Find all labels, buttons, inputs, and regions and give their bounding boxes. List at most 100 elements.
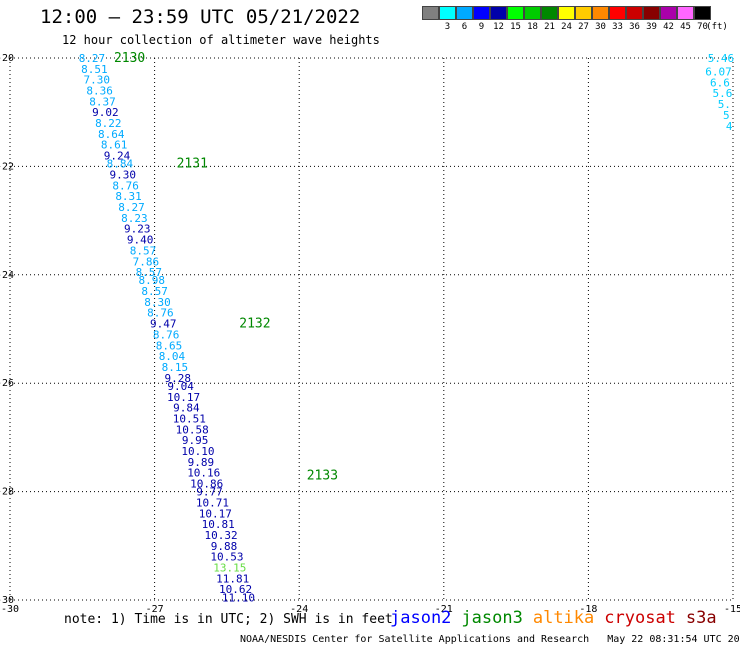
footnote: note: 1) Time is in UTC; 2) SWH is in fe… bbox=[64, 612, 393, 627]
lon-tick-label: -21 bbox=[435, 604, 453, 615]
wave-height-value: 8.51 bbox=[81, 63, 108, 76]
legend-label: 24 bbox=[561, 22, 572, 32]
wave-height-value: 5 bbox=[723, 109, 730, 122]
wave-height-value: 8.57 bbox=[141, 285, 168, 298]
wave-height-value: 10.86 bbox=[190, 477, 223, 490]
wave-height-value: 9.88 bbox=[211, 540, 238, 553]
map-subtitle: 12 hour collection of altimeter wave hei… bbox=[62, 33, 380, 47]
legend-label: 18 bbox=[527, 22, 538, 32]
legend-swatch bbox=[507, 6, 524, 20]
wave-height-value: 10.51 bbox=[173, 412, 206, 425]
lon-tick-label: -18 bbox=[579, 604, 597, 615]
legend-label: 21 bbox=[544, 22, 555, 32]
legend-swatch bbox=[524, 6, 541, 20]
wave-height-value: 10.17 bbox=[167, 391, 200, 404]
wave-height-value: 6.07 bbox=[705, 66, 732, 79]
lon-tick-label: -15 bbox=[724, 604, 740, 615]
lat-tick-label: -28 bbox=[0, 487, 14, 498]
wave-height-value: 5.6 bbox=[712, 87, 732, 100]
legend-label: 12 bbox=[493, 22, 504, 32]
mission-legend: jason2 jason3 altika cryosat s3a bbox=[390, 608, 727, 628]
wave-height-value: 9.23 bbox=[124, 223, 151, 236]
legend-label: 33 bbox=[612, 22, 623, 32]
wave-height-value: 7.86 bbox=[133, 255, 160, 268]
legend-label: 70 bbox=[697, 22, 708, 32]
legend-label: 36 bbox=[629, 22, 640, 32]
wave-height-value: 6.6 bbox=[710, 76, 730, 89]
wave-height-value: 10.71 bbox=[196, 496, 229, 509]
wave-height-value: 8.15 bbox=[162, 361, 189, 374]
wave-height-value: 11.10 bbox=[222, 591, 255, 604]
wave-height-value: 9.77 bbox=[196, 486, 223, 499]
wave-height-value: 8.57 bbox=[136, 266, 163, 279]
legend-labels: 3 6 9 12 15 18 21 24 27 30 33 36 39 42 45 70 (ft) bbox=[422, 20, 728, 34]
legend-label: 39 bbox=[646, 22, 657, 32]
color-legend: 3 6 9 12 15 18 21 24 27 30 33 36 39 42 45 70 (ft) bbox=[422, 6, 728, 34]
wave-height-value: 9.40 bbox=[127, 234, 154, 247]
legend-label: 6 bbox=[461, 22, 468, 32]
pass-time-label: 2131 bbox=[177, 157, 208, 172]
wave-height-value: 8.76 bbox=[112, 179, 139, 192]
mission-s3a: s3a bbox=[685, 608, 717, 628]
legend-label: 30 bbox=[595, 22, 606, 32]
lat-tick-label: -24 bbox=[0, 270, 14, 281]
wave-height-value: 8.57 bbox=[130, 244, 157, 257]
legend-swatch bbox=[490, 6, 507, 20]
wave-height-value: 8.31 bbox=[115, 190, 142, 203]
wave-height-value: 4 bbox=[726, 120, 733, 133]
lat-tick-label: -20 bbox=[0, 53, 14, 64]
legend-swatch bbox=[609, 6, 626, 20]
legend-label: 15 bbox=[510, 22, 521, 32]
wave-height-value: 8.76 bbox=[147, 307, 174, 320]
wave-height-value: 10.10 bbox=[181, 445, 214, 458]
wave-height-value: 9.04 bbox=[167, 380, 194, 393]
legend-swatch bbox=[558, 6, 575, 20]
mission-jason3: jason3 bbox=[461, 608, 523, 628]
generated-timestamp: May 22 08:31:54 UTC 2022 bbox=[607, 634, 740, 645]
wave-height-value: 8.23 bbox=[121, 212, 148, 225]
wave-height-value: 9.30 bbox=[110, 169, 137, 182]
lon-tick-label: -27 bbox=[146, 604, 164, 615]
legend-swatch bbox=[439, 6, 456, 20]
lon-tick-label: -24 bbox=[290, 604, 308, 615]
credit-text: NOAA/NESDIS Center for Satellite Applica… bbox=[240, 634, 590, 645]
map-title: 12:00 — 23:59 UTC 05/21/2022 bbox=[40, 6, 361, 28]
legend-swatch bbox=[694, 6, 711, 20]
wave-height-value: 10.16 bbox=[187, 467, 220, 480]
wave-height-value: 9.02 bbox=[92, 106, 119, 119]
pass-time-label: 2130 bbox=[114, 51, 145, 66]
wave-height-value: 9.95 bbox=[182, 434, 209, 447]
wave-height-value: 5.46 bbox=[708, 52, 735, 65]
legend-label: 42 bbox=[663, 22, 674, 32]
wave-height-value: 8.27 bbox=[118, 201, 145, 214]
legend-swatch bbox=[575, 6, 592, 20]
credit-line: NOAA/NESDIS Center for Satellite Applica… bbox=[240, 634, 740, 645]
wave-height-value: 9.28 bbox=[164, 372, 191, 385]
legend-swatch bbox=[473, 6, 490, 20]
wave-height-value: 8.36 bbox=[86, 85, 113, 98]
pass-time-label: 2132 bbox=[239, 317, 270, 332]
legend-label: 9 bbox=[478, 22, 485, 32]
lon-tick-label: -30 bbox=[1, 604, 19, 615]
legend-swatch bbox=[626, 6, 643, 20]
wave-height-value: 8.22 bbox=[95, 117, 122, 130]
mission-altika: altika bbox=[532, 608, 595, 628]
mission-cryosat: cryosat bbox=[604, 608, 676, 628]
wave-height-value: 10.58 bbox=[176, 423, 209, 436]
wave-height-value: 13.15 bbox=[213, 561, 246, 574]
lat-tick-label: -30 bbox=[0, 595, 14, 606]
legend-swatch bbox=[643, 6, 660, 20]
wave-height-value: 10.32 bbox=[205, 529, 238, 542]
wave-height-value: 8.64 bbox=[98, 128, 125, 141]
wave-height-value: 9.47 bbox=[150, 318, 177, 331]
mission-jason2: jason2 bbox=[390, 608, 452, 628]
legend-swatch bbox=[456, 6, 473, 20]
legend-swatch bbox=[592, 6, 609, 20]
wave-height-value: 5. bbox=[718, 98, 731, 111]
wave-height-value: 8.84 bbox=[107, 158, 134, 171]
wave-height-value: 7.30 bbox=[84, 74, 111, 87]
legend-label: 27 bbox=[578, 22, 589, 32]
wave-height-value: 9.89 bbox=[188, 456, 215, 469]
wave-height-value: 8.65 bbox=[156, 339, 183, 352]
